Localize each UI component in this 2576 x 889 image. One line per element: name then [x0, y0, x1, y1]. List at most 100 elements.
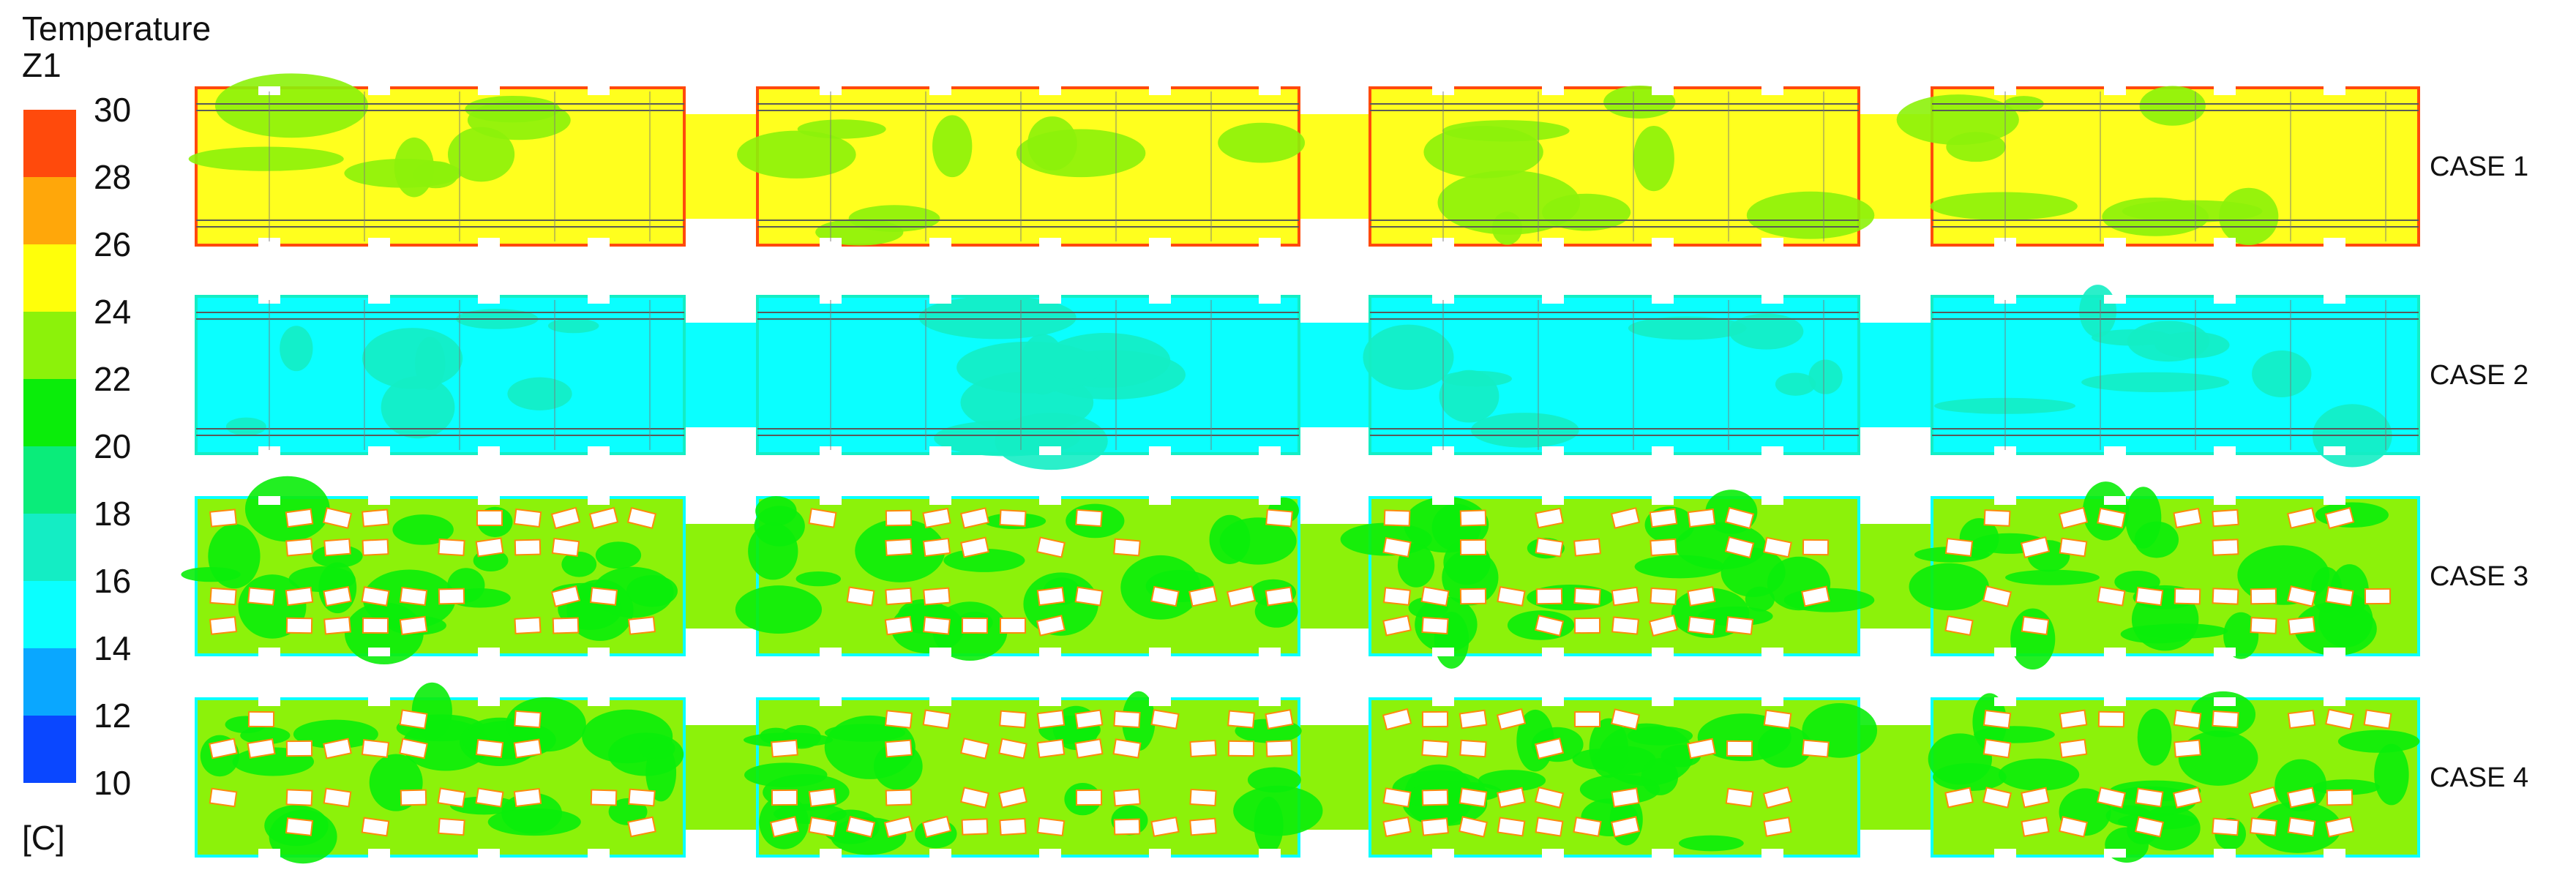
passenger-block [323, 585, 352, 607]
passenger-block [1535, 507, 1564, 529]
door-notch [478, 295, 500, 304]
door-notch [2104, 238, 2126, 247]
passenger-block [362, 617, 389, 634]
passenger-block [1189, 739, 1217, 758]
passenger-block [999, 617, 1027, 634]
temperature-patch [956, 341, 1102, 394]
door-notch [1761, 238, 1783, 247]
temperature-patch [1247, 767, 1301, 793]
door-notch [1542, 496, 1564, 505]
passenger-block [2286, 507, 2317, 529]
passenger-block [550, 506, 581, 530]
case-label: CASE 3 [2430, 560, 2529, 592]
door-notch [1994, 446, 2016, 455]
passenger-block [590, 789, 618, 806]
passenger-block [589, 587, 618, 606]
door-notch [1652, 295, 1674, 304]
passenger-block [323, 738, 352, 759]
passenger-block [1382, 536, 1412, 558]
passenger-block [1382, 787, 1412, 808]
door-notch [2214, 238, 2236, 247]
passenger-block [1420, 586, 1450, 607]
passenger-block [285, 817, 314, 836]
legend-tick-label: 26 [94, 225, 132, 263]
door-notch [1761, 446, 1783, 455]
legend-tick-label: 22 [94, 360, 132, 398]
passenger-block [1265, 709, 1294, 729]
passenger-block [1382, 615, 1412, 637]
passenger-block [2172, 787, 2203, 809]
passenger-block [438, 588, 465, 605]
temperature-patch [1589, 718, 1628, 779]
door-notch [368, 238, 390, 247]
passenger-block [1982, 709, 2012, 729]
passenger-block [1226, 585, 1257, 607]
door-notch [2104, 446, 2126, 455]
passenger-block [2097, 710, 2125, 728]
door-notch [2104, 86, 2126, 95]
passenger-block [1725, 616, 1754, 635]
passenger-block [1150, 709, 1180, 729]
passenger-block [1459, 509, 1487, 527]
passenger-block [1611, 586, 1640, 607]
passenger-block [999, 710, 1027, 729]
passenger-block [1648, 614, 1679, 637]
door-notch [1994, 697, 2016, 706]
door-notch [1259, 295, 1281, 304]
door-notch [929, 697, 951, 706]
passenger-block [2249, 817, 2278, 836]
passenger-block [361, 817, 390, 837]
door-notch [929, 496, 951, 505]
passenger-block [959, 787, 990, 809]
passenger-block [1762, 786, 1793, 809]
door-notch [1039, 496, 1061, 505]
passenger-block [1074, 709, 1104, 729]
temperature-patch [1218, 122, 1306, 163]
temperature-patch [1946, 132, 2006, 162]
passenger-block [922, 709, 951, 729]
door-notch [1039, 295, 1061, 304]
door-notch [258, 849, 280, 858]
door-notch [929, 238, 951, 247]
temperature-patch [1363, 324, 1454, 390]
temperature-patch [1678, 835, 1744, 852]
passenger-block [2250, 617, 2277, 634]
passenger-block [362, 509, 389, 528]
case-map [195, 682, 2420, 864]
door-notch [258, 238, 280, 247]
passenger-block [2173, 507, 2202, 529]
passenger-block [399, 738, 428, 759]
door-notch [2324, 295, 2345, 304]
passenger-block [1036, 536, 1066, 558]
passenger-block [285, 586, 314, 607]
door-notch [478, 697, 500, 706]
passenger-block [1421, 789, 1449, 806]
passenger-block [285, 789, 313, 806]
passenger-block [1534, 787, 1565, 809]
passenger-block [285, 508, 314, 528]
passenger-block [1535, 588, 1563, 605]
car-connector [1859, 323, 1932, 427]
door-notch [1039, 446, 1061, 455]
temperature-patch [392, 514, 454, 545]
door-notch [1542, 648, 1564, 656]
passenger-block [1459, 539, 1487, 556]
temperature-patch [2122, 200, 2263, 222]
door-notch [1652, 496, 1674, 505]
legend-band [23, 446, 76, 514]
passenger-block [626, 506, 657, 530]
passenger-block [999, 817, 1027, 836]
door-notch [1994, 849, 2016, 858]
passenger-block [1421, 710, 1449, 728]
door-notch [820, 648, 842, 656]
passenger-block [1036, 817, 1066, 837]
temperature-patch [735, 585, 823, 634]
passenger-block [2059, 537, 2088, 558]
passenger-block [1459, 739, 1487, 758]
passenger-block [922, 537, 951, 558]
passenger-block [1074, 738, 1104, 759]
legend-band [23, 514, 76, 581]
passenger-block [1383, 509, 1411, 527]
passenger-block [808, 787, 837, 808]
passenger-block [2212, 817, 2239, 836]
